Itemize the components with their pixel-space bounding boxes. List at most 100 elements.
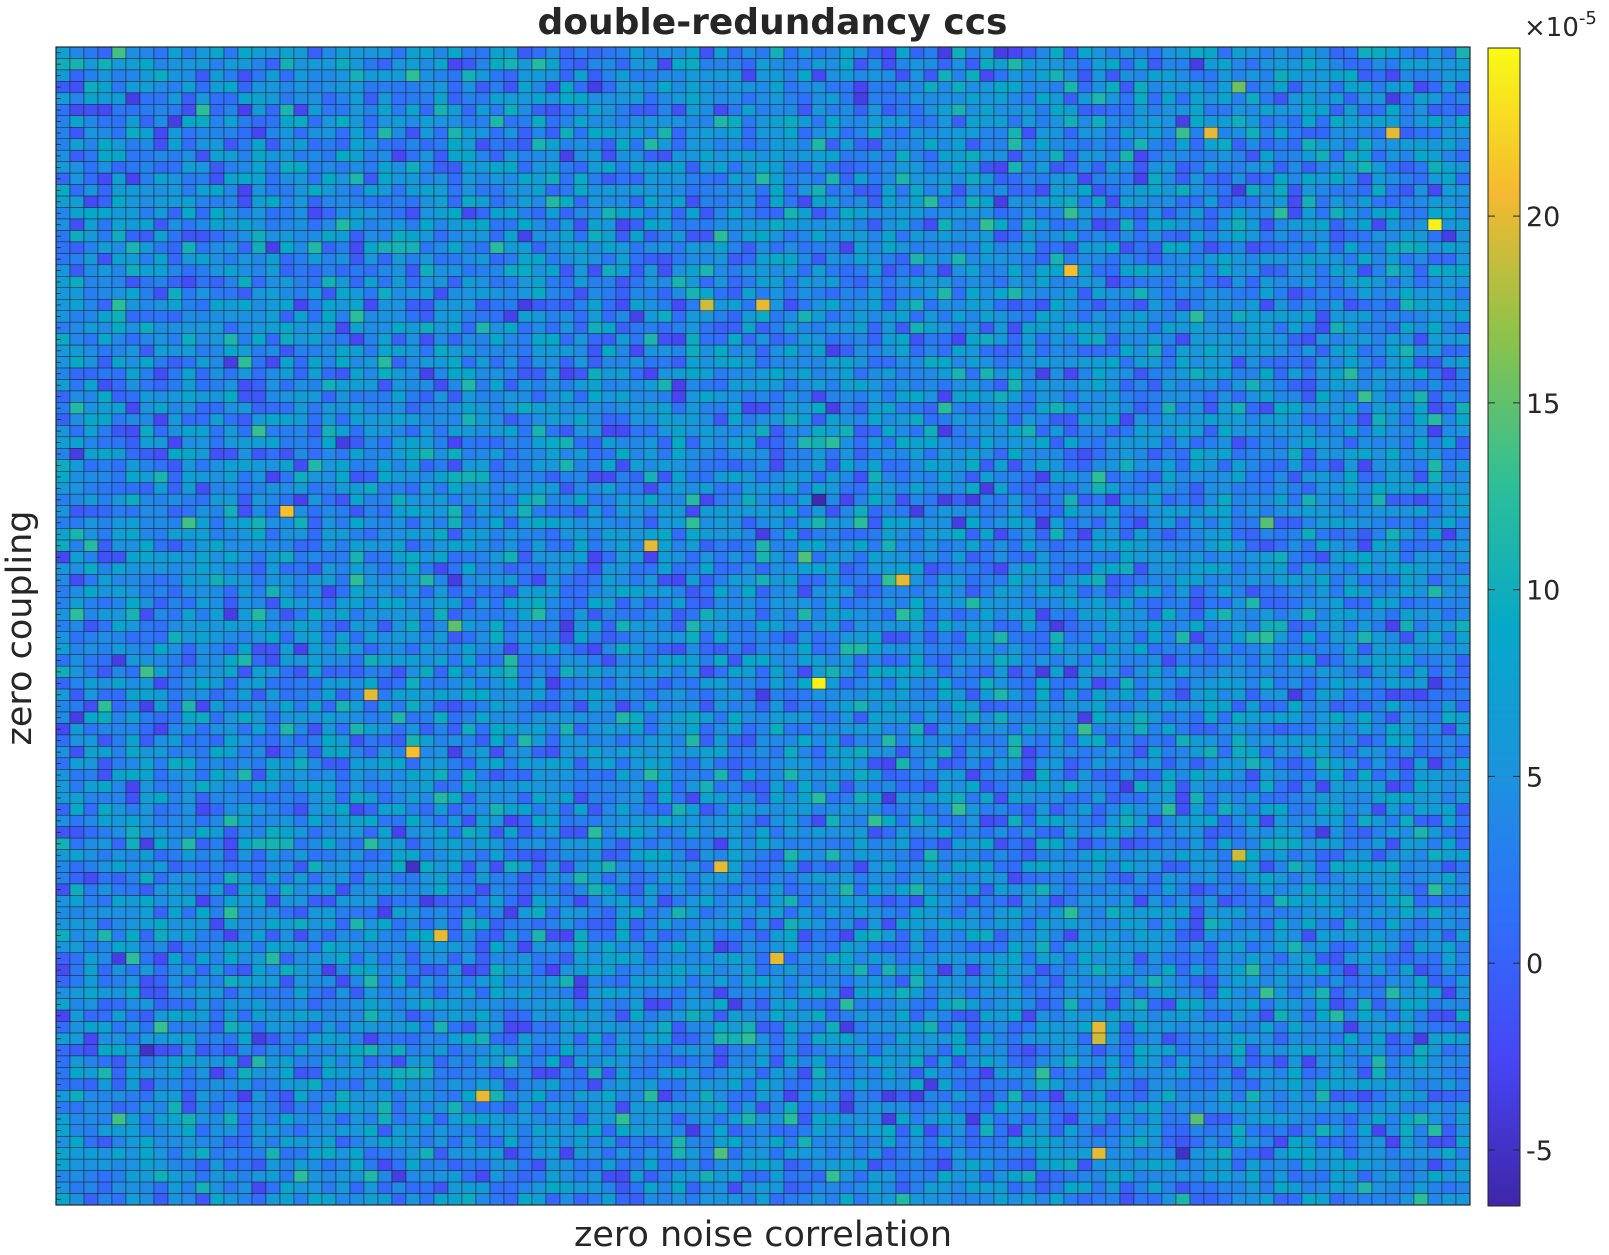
heatmap-cell	[98, 391, 112, 402]
heatmap-cell	[1414, 288, 1428, 299]
heatmap-cell	[294, 81, 308, 92]
heatmap-cell	[658, 219, 672, 230]
heatmap-cell	[196, 139, 210, 150]
heatmap-cell	[518, 70, 532, 81]
heatmap-cell	[1218, 185, 1232, 196]
heatmap-cell	[1092, 47, 1106, 58]
heatmap-cell	[868, 345, 882, 356]
heatmap-cell	[196, 58, 210, 69]
heatmap-cell	[756, 208, 770, 219]
heatmap-cell	[1204, 242, 1218, 253]
heatmap-cell	[742, 93, 756, 104]
heatmap-cell	[84, 173, 98, 184]
heatmap-cell	[980, 150, 994, 161]
heatmap-cell	[714, 448, 728, 459]
heatmap-cell	[1134, 116, 1148, 127]
heatmap-cell	[938, 425, 952, 436]
heatmap-cell	[854, 47, 868, 58]
heatmap-cell	[1400, 265, 1414, 276]
heatmap-cell	[658, 47, 672, 58]
heatmap-cell	[784, 104, 798, 115]
heatmap-cell	[812, 242, 826, 253]
heatmap-cell	[1176, 104, 1190, 115]
heatmap-cell	[392, 116, 406, 127]
heatmap-cell	[1288, 311, 1302, 322]
heatmap-cell	[490, 185, 504, 196]
heatmap-cell	[1386, 219, 1400, 230]
heatmap-cell	[1064, 47, 1078, 58]
heatmap-cell	[812, 288, 826, 299]
heatmap-cell	[182, 460, 196, 471]
heatmap-cell	[602, 185, 616, 196]
heatmap-cell	[364, 58, 378, 69]
heatmap-cell	[1260, 219, 1274, 230]
heatmap-cell	[658, 265, 672, 276]
heatmap-cell	[938, 345, 952, 356]
heatmap-cell	[840, 265, 854, 276]
heatmap-cell	[1414, 425, 1428, 436]
heatmap-cell	[910, 116, 924, 127]
heatmap-cell	[1120, 127, 1134, 138]
heatmap-cell	[336, 311, 350, 322]
heatmap-cell	[112, 242, 126, 253]
heatmap-cell	[812, 368, 826, 379]
heatmap-cell	[364, 402, 378, 413]
heatmap-cell	[378, 414, 392, 425]
heatmap-cell	[1218, 368, 1232, 379]
heatmap-cell	[1400, 345, 1414, 356]
heatmap-cell	[392, 368, 406, 379]
heatmap-cell	[700, 173, 714, 184]
heatmap-cell	[1274, 437, 1288, 448]
heatmap-cell	[574, 242, 588, 253]
heatmap-cell	[1190, 219, 1204, 230]
heatmap-cell	[294, 276, 308, 287]
heatmap-cell	[1456, 483, 1470, 494]
heatmap-cell	[742, 185, 756, 196]
heatmap-cell	[756, 185, 770, 196]
heatmap-cell	[140, 265, 154, 276]
heatmap-cell	[1218, 265, 1232, 276]
heatmap-cell	[994, 322, 1008, 333]
heatmap-cell	[798, 58, 812, 69]
heatmap-cell	[420, 471, 434, 482]
heatmap-cell	[1078, 334, 1092, 345]
heatmap-cell	[1022, 471, 1036, 482]
heatmap-cell	[826, 460, 840, 471]
heatmap-cell	[1260, 150, 1274, 161]
heatmap-cell	[280, 448, 294, 459]
heatmap-cell	[616, 391, 630, 402]
heatmap-cell	[1358, 483, 1372, 494]
heatmap-cell	[1302, 242, 1316, 253]
heatmap-cell	[938, 58, 952, 69]
heatmap-cell	[882, 334, 896, 345]
heatmap-cell	[420, 93, 434, 104]
heatmap-cell	[336, 47, 350, 58]
heatmap-cell	[1316, 483, 1330, 494]
heatmap-cell	[504, 104, 518, 115]
heatmap-cell	[1120, 311, 1134, 322]
heatmap-cell	[336, 162, 350, 173]
heatmap-cell	[1106, 139, 1120, 150]
heatmap-cell	[336, 219, 350, 230]
heatmap-cell	[770, 230, 784, 241]
heatmap-cell	[1288, 368, 1302, 379]
heatmap-cell	[1414, 58, 1428, 69]
heatmap-cell	[1260, 322, 1274, 333]
heatmap-cell	[616, 185, 630, 196]
heatmap-cell	[1190, 357, 1204, 368]
heatmap-cell	[532, 139, 546, 150]
heatmap-cell	[770, 104, 784, 115]
heatmap-cell	[1232, 471, 1246, 482]
heatmap-cell	[1344, 219, 1358, 230]
heatmap-cell	[616, 265, 630, 276]
heatmap-cell	[1008, 173, 1022, 184]
heatmap-cell	[70, 345, 84, 356]
heatmap-cell	[532, 230, 546, 241]
heatmap-cell	[392, 334, 406, 345]
heatmap-cell	[1288, 253, 1302, 264]
heatmap-cell	[126, 506, 140, 517]
heatmap-cell	[602, 425, 616, 436]
heatmap-cell	[966, 185, 980, 196]
heatmap-cell	[700, 196, 714, 207]
heatmap-cell	[602, 242, 616, 253]
